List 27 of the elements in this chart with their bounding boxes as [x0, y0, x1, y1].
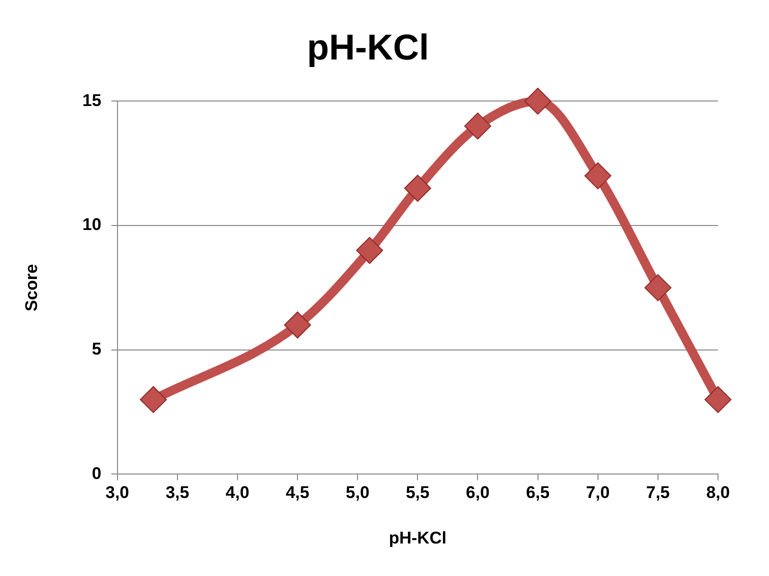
x-tick-label: 7,0 — [586, 483, 610, 502]
x-axis-title: pH-KCl — [388, 528, 446, 548]
x-tick-label: 3,5 — [166, 483, 190, 502]
y-tick-label: 5 — [92, 340, 102, 359]
point — [644, 274, 672, 302]
point — [356, 236, 384, 264]
point — [404, 174, 432, 202]
x-tick-label: 5,0 — [346, 483, 370, 502]
point — [284, 312, 312, 338]
x-tick-label: 6,0 — [466, 483, 490, 502]
point — [584, 162, 612, 190]
x-tick-label: 7,5 — [646, 483, 670, 502]
x-tick-label: 8,0 — [706, 483, 730, 502]
y-tick-label: 0 — [92, 464, 102, 483]
x-tick-label: 5,5 — [406, 483, 430, 502]
x-tick-label: 4,5 — [286, 483, 310, 502]
x-tick-label: 6,5 — [526, 483, 550, 502]
y-tick-label: 15 — [82, 90, 102, 110]
point — [704, 386, 732, 414]
x-tick-label: 4,0 — [226, 483, 250, 502]
point — [524, 88, 552, 115]
x-tick-label: 3,0 — [105, 483, 130, 502]
point — [140, 386, 167, 414]
y-axis-title: Score — [22, 264, 41, 312]
y-tick-label: 10 — [82, 215, 102, 234]
chart-title: pH-KCl — [307, 26, 429, 68]
point — [464, 112, 492, 140]
